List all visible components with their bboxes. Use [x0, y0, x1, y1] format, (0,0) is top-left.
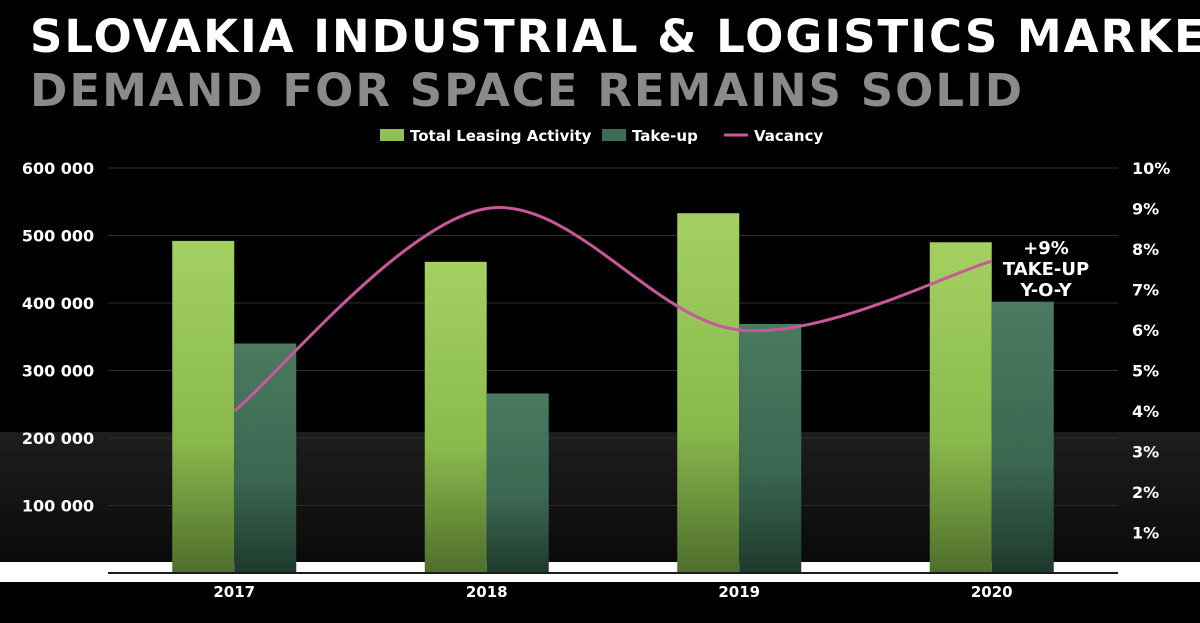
- right-axis-tick-label: 7%: [1132, 281, 1159, 300]
- right-axis-tick-label: 1%: [1132, 524, 1159, 543]
- right-axis-tick-label: 3%: [1132, 443, 1159, 462]
- x-axis-tick-label: 2020: [971, 583, 1013, 601]
- legend-swatch-take-up: [602, 129, 626, 141]
- bar-take-up: [234, 343, 297, 573]
- legend: Total Leasing Activity Take-up Vacancy: [380, 127, 823, 145]
- chart-subtitle: DEMAND FOR SPACE REMAINS SOLID: [30, 64, 1025, 117]
- annotation-line-3: Y-O-Y: [1019, 280, 1072, 301]
- bar-total-leasing: [424, 261, 487, 573]
- right-axis-tick-label: 2%: [1132, 483, 1159, 502]
- bar-total-leasing: [172, 240, 235, 573]
- right-axis-tick-label: 9%: [1132, 200, 1159, 219]
- bar-total-leasing: [929, 242, 992, 573]
- legend-label-total-leasing: Total Leasing Activity: [410, 127, 592, 145]
- background-bottom: [0, 582, 1200, 623]
- chart-title: SLOVAKIA INDUSTRIAL & LOGISTICS MARKET: [30, 10, 1200, 63]
- vacancy-series: [233, 206, 993, 413]
- right-axis-tick-label: 10%: [1132, 159, 1170, 178]
- legend-label-take-up: Take-up: [632, 127, 698, 145]
- right-axis-tick-label: 6%: [1132, 321, 1159, 340]
- left-axis-tick-label: 600 000: [22, 159, 94, 178]
- right-axis-tick-label: 8%: [1132, 240, 1159, 259]
- right-axis-tick-label: 5%: [1132, 362, 1159, 381]
- left-axis-tick-label: 400 000: [22, 294, 94, 313]
- left-axis-tick-label: 200 000: [22, 429, 94, 448]
- take-up-annotation: +9% TAKE-UP Y-O-Y: [1003, 238, 1089, 301]
- left-axis-tick-label: 100 000: [22, 497, 94, 516]
- x-axis-ticks: 2017 2018 2019 2020: [213, 583, 1012, 601]
- x-axis-tick-label: 2019: [718, 583, 760, 601]
- bar-total-leasing: [677, 213, 740, 573]
- left-axis-tick-label: 500 000: [22, 227, 94, 246]
- left-axis-ticks: 100 000 200 000 300 000 400 000 500 000 600 0…: [22, 159, 94, 516]
- right-axis-ticks: 1% 2% 3% 4% 5% 6% 7% 8% 9% 10%: [1132, 159, 1170, 543]
- x-axis-tick-label: 2018: [466, 583, 508, 601]
- bar-take-up: [486, 393, 549, 573]
- annotation-line-1: +9%: [1023, 238, 1069, 259]
- bar-take-up: [739, 323, 802, 573]
- vacancy-line: [233, 206, 993, 413]
- right-axis-tick-label: 4%: [1132, 402, 1159, 421]
- x-axis-tick-label: 2017: [213, 583, 255, 601]
- annotation-line-2: TAKE-UP: [1003, 259, 1089, 280]
- legend-swatch-total-leasing: [380, 129, 404, 141]
- left-axis-tick-label: 300 000: [22, 362, 94, 381]
- legend-label-vacancy: Vacancy: [754, 127, 823, 145]
- bar-take-up: [991, 301, 1054, 573]
- bars: [172, 213, 1054, 573]
